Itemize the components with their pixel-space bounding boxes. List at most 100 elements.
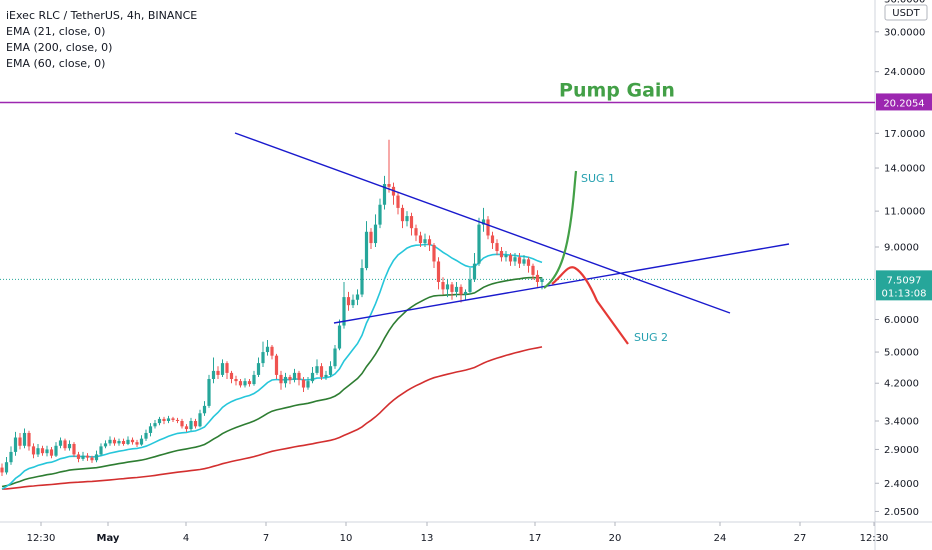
candle-body bbox=[31, 446, 36, 455]
candle-body bbox=[535, 274, 540, 282]
candle-body bbox=[67, 443, 72, 449]
candle-body bbox=[9, 451, 13, 463]
candle-body bbox=[234, 379, 238, 382]
candle-body bbox=[292, 372, 297, 380]
candle-body bbox=[513, 257, 517, 262]
candle-body bbox=[405, 216, 409, 222]
x-tick-label: 17 bbox=[529, 533, 542, 544]
candle-body bbox=[135, 442, 139, 445]
candle-body bbox=[333, 348, 337, 367]
candle-body bbox=[337, 325, 342, 349]
sug2-label: SUG 2 bbox=[634, 331, 668, 344]
bar-countdown: 01:13:08 bbox=[882, 288, 927, 299]
candle-body bbox=[216, 370, 220, 375]
candle-body bbox=[432, 245, 436, 262]
candle-body bbox=[94, 454, 99, 461]
ascending-trendline[interactable] bbox=[333, 243, 790, 324]
candle-body bbox=[207, 379, 211, 406]
study-ema-60[interactable]: EMA (60, close, 0) bbox=[6, 57, 106, 70]
x-tick-label: 13 bbox=[421, 533, 434, 544]
candle-body bbox=[274, 355, 279, 375]
y-tick-label: 24.0000 bbox=[884, 67, 925, 78]
y-tick-label: 5.0000 bbox=[884, 348, 919, 359]
candle-body bbox=[441, 281, 445, 290]
candle-body bbox=[112, 439, 117, 444]
candle-body bbox=[490, 235, 495, 244]
candle-body bbox=[418, 235, 423, 244]
candle-body bbox=[45, 449, 49, 454]
candle-body bbox=[369, 231, 373, 244]
candle-body bbox=[36, 448, 40, 455]
candle-body bbox=[40, 448, 45, 454]
candle-body bbox=[468, 279, 472, 292]
candle-body bbox=[18, 437, 22, 446]
candle-body bbox=[342, 297, 346, 326]
x-tick-label: 10 bbox=[340, 533, 353, 544]
candle-body bbox=[495, 243, 499, 252]
candle-body bbox=[499, 251, 504, 258]
candle-body bbox=[328, 366, 333, 375]
candle-body bbox=[283, 376, 288, 384]
candle-body bbox=[229, 372, 234, 380]
candle-body bbox=[180, 421, 184, 427]
candle-body bbox=[310, 372, 315, 382]
candle-body bbox=[504, 255, 508, 258]
y-tick-label: 17.0000 bbox=[884, 129, 925, 140]
pump-gain-price-tag bbox=[876, 93, 932, 111]
descending-trendline[interactable] bbox=[234, 132, 731, 314]
candle-body bbox=[13, 437, 18, 452]
candle-body bbox=[72, 443, 76, 455]
x-tick-label: 27 bbox=[794, 533, 807, 544]
candle-body bbox=[297, 372, 301, 380]
candle-body bbox=[315, 366, 319, 373]
sug2-scenario-curve[interactable] bbox=[551, 266, 629, 345]
candle-body bbox=[171, 418, 175, 420]
candle-body bbox=[49, 449, 54, 456]
candle-body bbox=[454, 286, 459, 292]
x-tick-label: May bbox=[97, 533, 120, 544]
sug1-scenario-curve[interactable] bbox=[543, 170, 578, 289]
candle-body bbox=[409, 216, 414, 229]
candle-body bbox=[288, 376, 292, 380]
candle-body bbox=[355, 294, 360, 300]
candle-body bbox=[247, 381, 252, 385]
candle-body bbox=[445, 284, 450, 290]
sug1-label: SUG 1 bbox=[581, 172, 615, 185]
x-tick-label: 24 bbox=[714, 533, 727, 544]
candle-body bbox=[526, 259, 531, 266]
candle-body bbox=[396, 195, 400, 208]
candle-body bbox=[4, 462, 9, 473]
candle-body bbox=[0, 467, 4, 473]
candle-body bbox=[63, 440, 67, 449]
candle-body bbox=[319, 366, 324, 377]
y-tick-label: 14.0000 bbox=[884, 164, 925, 175]
candle-body bbox=[193, 421, 198, 427]
y-tick-label: 6.0000 bbox=[884, 315, 919, 326]
candle-body bbox=[261, 352, 265, 364]
x-tick-label: 12:30 bbox=[860, 533, 889, 544]
study-ema-21[interactable]: EMA (21, close, 0) bbox=[6, 25, 106, 38]
candle-body bbox=[351, 299, 355, 306]
candle-body bbox=[382, 184, 387, 205]
y-tick-label: 11.0000 bbox=[884, 207, 925, 218]
candle-body bbox=[90, 457, 94, 461]
candle-body bbox=[148, 426, 153, 433]
candle-body bbox=[243, 381, 247, 386]
candle-body bbox=[508, 255, 513, 262]
candle-body bbox=[220, 363, 225, 375]
candle-body bbox=[153, 423, 157, 427]
currency-badge-label[interactable]: USDT bbox=[892, 8, 920, 19]
last-price-tag bbox=[876, 270, 932, 301]
candle-body bbox=[517, 257, 522, 264]
study-ema-200[interactable]: EMA (200, close, 0) bbox=[6, 41, 113, 54]
candle-body bbox=[157, 418, 162, 424]
candle-body bbox=[256, 363, 261, 375]
candle-body bbox=[373, 224, 378, 244]
candle-body bbox=[144, 432, 148, 439]
symbol-title[interactable]: iExec RLC / TetherUS, 4h, BINANCE bbox=[6, 9, 198, 22]
candle-body bbox=[117, 441, 121, 444]
candle-body bbox=[414, 228, 418, 236]
candle-body bbox=[481, 219, 486, 225]
candle-body bbox=[400, 207, 405, 222]
